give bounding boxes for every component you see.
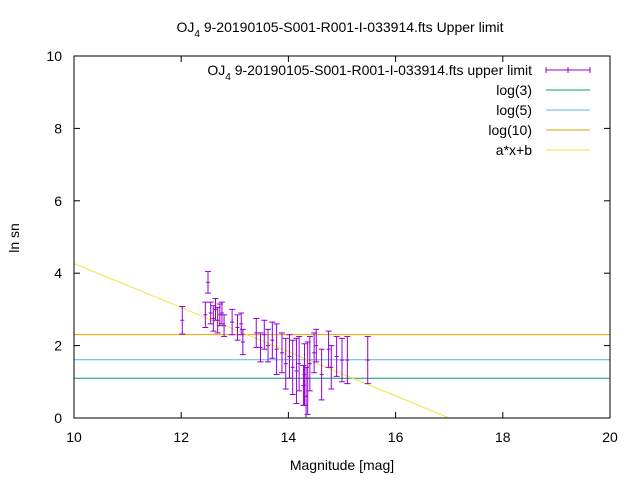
data-point <box>278 332 285 374</box>
data-point <box>318 348 325 401</box>
x-tick-label: 12 <box>173 429 189 445</box>
data-point <box>269 321 276 359</box>
data-point <box>293 337 300 405</box>
plot-frame <box>73 55 611 419</box>
data-point <box>265 328 272 363</box>
data-point <box>339 337 345 383</box>
data-point <box>210 305 217 332</box>
y-tick-label: 10 <box>46 48 62 64</box>
legend-label: log(5) <box>496 102 532 118</box>
legend-label: log(3) <box>496 82 532 98</box>
data-point <box>289 339 296 395</box>
data-point <box>179 306 186 335</box>
legend-label: a*x+b <box>496 142 532 158</box>
data-point <box>364 336 371 385</box>
data-point <box>286 334 293 379</box>
data-point <box>273 323 280 376</box>
axis-ticks: 10 12 14 16 18 20 0 2 4 6 8 10 <box>46 48 618 445</box>
data-point <box>221 314 228 338</box>
data-point <box>282 337 289 390</box>
y-tick-label: 2 <box>54 338 62 354</box>
data-point <box>257 332 264 363</box>
legend-label: log(10) <box>488 122 532 138</box>
data-point <box>218 301 225 325</box>
data-point <box>313 328 320 363</box>
x-axis-title: Magnitude [mag] <box>290 457 394 473</box>
x-tick-label: 20 <box>602 429 618 445</box>
data-point <box>261 319 268 350</box>
y-axis-title: ln sn <box>6 223 22 253</box>
x-tick-label: 16 <box>388 429 404 445</box>
data-point <box>205 270 211 294</box>
data-point <box>344 336 351 385</box>
x-tick-label: 14 <box>281 429 297 445</box>
y-tick-label: 4 <box>54 265 62 281</box>
data-point <box>306 336 313 392</box>
y-tick-label: 6 <box>54 193 62 209</box>
data-point <box>229 308 236 336</box>
chart-title: OJ4 9-20190105-S001-R001-I-033914.fts Up… <box>177 19 504 40</box>
data-point <box>333 336 340 377</box>
x-tick-label: 10 <box>66 429 82 445</box>
x-tick-label: 18 <box>495 429 511 445</box>
data-point <box>202 301 209 328</box>
data-point <box>234 314 241 341</box>
data-point <box>328 345 335 390</box>
legend: OJ4 9-20190105-S001-R001-I-033914.fts up… <box>207 62 591 158</box>
y-tick-label: 8 <box>54 120 62 136</box>
data-points-layer <box>179 270 371 418</box>
data-point <box>239 328 246 356</box>
data-point <box>296 336 303 392</box>
y-tick-label: 0 <box>54 410 62 426</box>
legend-label: OJ4 9-20190105-S001-R001-I-033914.fts up… <box>207 62 532 83</box>
